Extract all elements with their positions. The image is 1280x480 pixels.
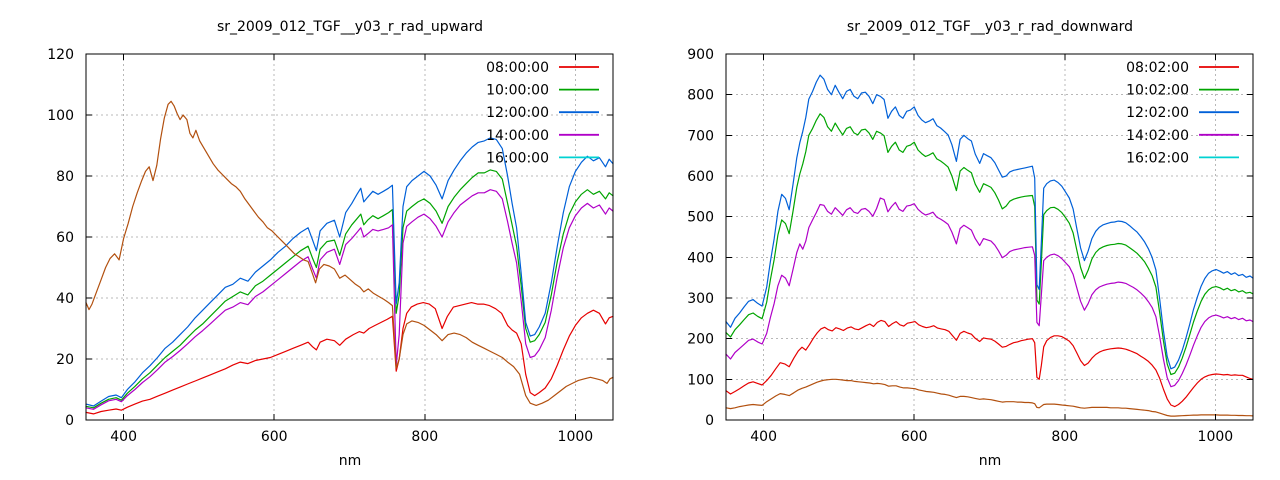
y-tick-label: 0: [705, 413, 714, 429]
series-line-unlabeled: [725, 378, 1254, 417]
chart-title: sr_2009_012_TGF__y03_r_rad_downward: [847, 19, 1133, 35]
chart-rad-downward: sr_2009_012_TGF__y03_r_rad_downward nm 4…: [687, 19, 1254, 469]
x-tick-label: 1000: [1198, 429, 1234, 445]
y-tick-label: 600: [687, 169, 714, 185]
legend-label: 08:00:00: [486, 60, 549, 76]
x-tick-label: 600: [261, 429, 288, 445]
series-line-140200: [725, 197, 1254, 388]
legend-label: 14:00:00: [486, 128, 549, 144]
x-tick-label: 600: [901, 429, 928, 445]
legend-label: 10:00:00: [486, 83, 549, 99]
legend-label: 16:00:00: [486, 150, 549, 166]
y-tick-label: 800: [687, 88, 714, 104]
y-tick-label: 900: [687, 47, 714, 63]
legend-label: 12:00:00: [486, 105, 549, 121]
x-tick-label: 1000: [558, 429, 594, 445]
chart-rad-upward: sr_2009_012_TGF__y03_r_rad_upward nm 400…: [47, 19, 614, 469]
plot-border: [725, 53, 1254, 421]
x-tick-label: 800: [411, 429, 438, 445]
y-tick-label: 300: [687, 291, 714, 307]
y-tick-label: 40: [56, 291, 74, 307]
series-line-100200: [725, 113, 1254, 376]
y-tick-label: 80: [56, 169, 74, 185]
y-tick-label: 100: [47, 108, 74, 124]
y-tick-label: 0: [65, 413, 74, 429]
y-tick-label: 20: [56, 352, 74, 368]
chart-title: sr_2009_012_TGF__y03_r_rad_upward: [217, 19, 483, 35]
x-tick-label: 400: [750, 429, 777, 445]
y-tick-label: 100: [687, 372, 714, 388]
series-line-140000: [85, 189, 614, 410]
legend-label: 10:02:00: [1126, 83, 1189, 99]
x-tick-label: 400: [110, 429, 137, 445]
y-tick-label: 200: [687, 332, 714, 348]
legend-label: 08:02:00: [1126, 60, 1189, 76]
series-line-120200: [725, 74, 1254, 370]
x-axis-label: nm: [339, 453, 362, 469]
legend-label: 16:02:00: [1126, 150, 1189, 166]
y-tick-label: 500: [687, 210, 714, 226]
series-line-120000: [85, 137, 614, 407]
y-tick-label: 120: [47, 47, 74, 63]
x-tick-label: 800: [1051, 429, 1078, 445]
y-tick-label: 400: [687, 250, 714, 266]
legend-label: 14:02:00: [1126, 128, 1189, 144]
legend-label: 12:02:00: [1126, 105, 1189, 121]
series-line-100000: [85, 169, 614, 409]
y-tick-label: 60: [56, 230, 74, 246]
series-line-080000: [85, 302, 614, 415]
series-line-unlabeled: [85, 100, 614, 406]
series-line-080200: [725, 319, 1254, 408]
y-tick-label: 700: [687, 128, 714, 144]
x-axis-label: nm: [979, 453, 1002, 469]
